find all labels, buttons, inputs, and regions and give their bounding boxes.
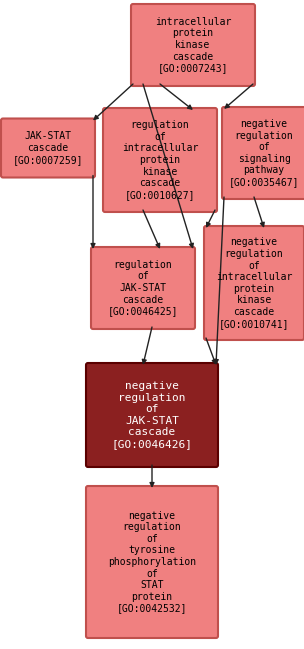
- FancyBboxPatch shape: [222, 107, 304, 199]
- Text: negative
regulation
of
tyrosine
phosphorylation
of
STAT
protein
[GO:0042532]: negative regulation of tyrosine phosphor…: [108, 511, 196, 613]
- FancyBboxPatch shape: [103, 108, 217, 212]
- FancyBboxPatch shape: [204, 226, 304, 340]
- FancyBboxPatch shape: [1, 119, 95, 177]
- FancyBboxPatch shape: [86, 486, 218, 638]
- Text: negative
regulation
of
intracellular
protein
kinase
cascade
[GO:0010741]: negative regulation of intracellular pro…: [216, 238, 292, 328]
- Text: negative
regulation
of
JAK-STAT
cascade
[GO:0046426]: negative regulation of JAK-STAT cascade …: [112, 381, 192, 449]
- FancyBboxPatch shape: [86, 363, 218, 467]
- Text: regulation
of
intracellular
protein
kinase
cascade
[GO:0010627]: regulation of intracellular protein kina…: [122, 120, 198, 200]
- Text: regulation
of
JAK-STAT
cascade
[GO:0046425]: regulation of JAK-STAT cascade [GO:00464…: [108, 260, 178, 316]
- Text: negative
regulation
of
signaling
pathway
[GO:0035467]: negative regulation of signaling pathway…: [229, 119, 299, 187]
- FancyBboxPatch shape: [91, 247, 195, 329]
- FancyBboxPatch shape: [131, 4, 255, 86]
- Text: JAK-STAT
cascade
[GO:0007259]: JAK-STAT cascade [GO:0007259]: [13, 131, 83, 165]
- Text: intracellular
protein
kinase
cascade
[GO:0007243]: intracellular protein kinase cascade [GO…: [155, 17, 231, 73]
